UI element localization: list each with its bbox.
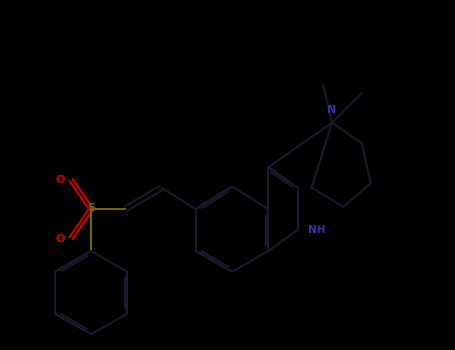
Text: NH: NH xyxy=(308,225,325,235)
Text: O: O xyxy=(56,175,66,184)
Text: N: N xyxy=(328,105,337,114)
Text: O: O xyxy=(56,234,66,244)
Text: S: S xyxy=(87,203,95,213)
